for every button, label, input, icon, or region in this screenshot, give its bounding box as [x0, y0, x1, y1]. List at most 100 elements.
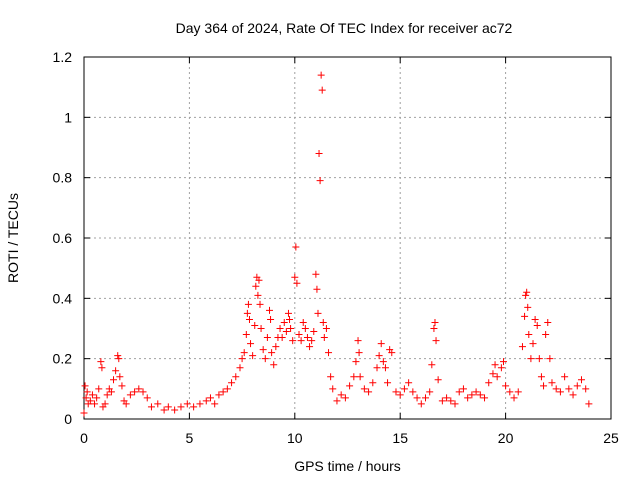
data-point	[256, 300, 264, 308]
data-point	[522, 291, 530, 299]
data-point	[481, 394, 489, 402]
data-point	[329, 385, 337, 393]
data-point	[356, 373, 364, 381]
data-point	[524, 303, 532, 311]
data-point	[556, 388, 564, 396]
data-point	[491, 361, 499, 369]
y-axis-label: ROTI / TECUs	[5, 193, 21, 283]
grid-lines	[84, 57, 611, 419]
data-point	[546, 355, 554, 363]
data-point	[276, 325, 284, 332]
data-point	[327, 373, 335, 381]
data-point	[202, 397, 210, 405]
data-point	[499, 358, 507, 366]
data-point	[548, 379, 556, 387]
data-point	[115, 355, 123, 363]
data-point	[314, 309, 322, 317]
data-point	[282, 328, 290, 336]
data-point	[243, 309, 251, 317]
data-point	[540, 382, 548, 390]
data-point	[373, 364, 381, 372]
data-point	[333, 397, 341, 405]
data-point	[126, 391, 134, 399]
data-point	[101, 400, 109, 408]
data-point	[254, 291, 262, 299]
data-point	[525, 331, 533, 339]
data-point	[464, 394, 472, 402]
data-point	[272, 343, 280, 351]
data-point	[428, 361, 436, 369]
data-point	[438, 397, 446, 405]
data-point	[320, 334, 328, 342]
data-point	[489, 370, 497, 378]
data-point	[308, 337, 316, 345]
data-point	[291, 273, 299, 281]
data-point	[369, 379, 377, 387]
data-point	[569, 391, 577, 399]
data-point	[310, 328, 318, 336]
data-point	[531, 315, 539, 323]
data-point	[350, 373, 358, 381]
data-point	[245, 315, 253, 323]
data-point	[552, 385, 560, 393]
data-point	[280, 318, 288, 326]
data-point	[544, 318, 552, 326]
y-tick-label: 0.4	[53, 290, 73, 306]
data-point	[143, 394, 151, 402]
data-point	[190, 403, 198, 411]
data-point	[171, 406, 179, 414]
data-point	[405, 379, 413, 387]
data-point	[292, 243, 300, 251]
data-point	[257, 325, 265, 332]
data-point	[268, 349, 276, 357]
axis-ticks	[83, 56, 612, 420]
data-point	[122, 400, 130, 408]
data-point	[286, 315, 294, 323]
data-point	[346, 382, 354, 390]
data-point	[255, 276, 263, 284]
data-point	[318, 86, 326, 94]
y-tick-label: 0.6	[53, 230, 73, 246]
data-point	[284, 309, 292, 317]
data-point	[392, 388, 400, 396]
data-point	[236, 364, 244, 372]
data-point	[354, 337, 362, 345]
data-point	[103, 391, 111, 399]
data-point	[154, 400, 162, 408]
data-point	[360, 385, 368, 393]
data-point	[97, 358, 105, 366]
data-point	[114, 352, 122, 360]
data-point	[301, 325, 309, 332]
data-point	[183, 400, 191, 408]
data-point	[514, 388, 522, 396]
data-point	[432, 337, 440, 345]
data-point	[518, 343, 526, 351]
data-point	[325, 349, 333, 357]
data-point	[455, 388, 463, 396]
data-point	[430, 325, 438, 332]
data-point	[529, 340, 537, 348]
data-point	[306, 343, 314, 351]
data-point	[388, 349, 396, 357]
data-point	[527, 355, 535, 363]
data-point	[431, 318, 439, 326]
data-point	[319, 318, 327, 326]
data-point	[341, 394, 349, 402]
data-point	[116, 373, 124, 381]
data-point	[287, 325, 295, 332]
data-points	[80, 71, 593, 417]
data-point	[81, 382, 89, 390]
data-point	[232, 373, 240, 381]
data-point	[293, 279, 301, 287]
data-point	[434, 376, 442, 384]
data-point	[322, 325, 330, 332]
data-point	[118, 382, 126, 390]
y-tick-label: 0	[64, 411, 72, 427]
data-point	[267, 315, 275, 323]
data-point	[510, 394, 518, 402]
data-point	[582, 385, 590, 393]
x-tick-label: 0	[80, 430, 88, 446]
data-point	[409, 388, 417, 396]
data-point	[107, 388, 115, 396]
